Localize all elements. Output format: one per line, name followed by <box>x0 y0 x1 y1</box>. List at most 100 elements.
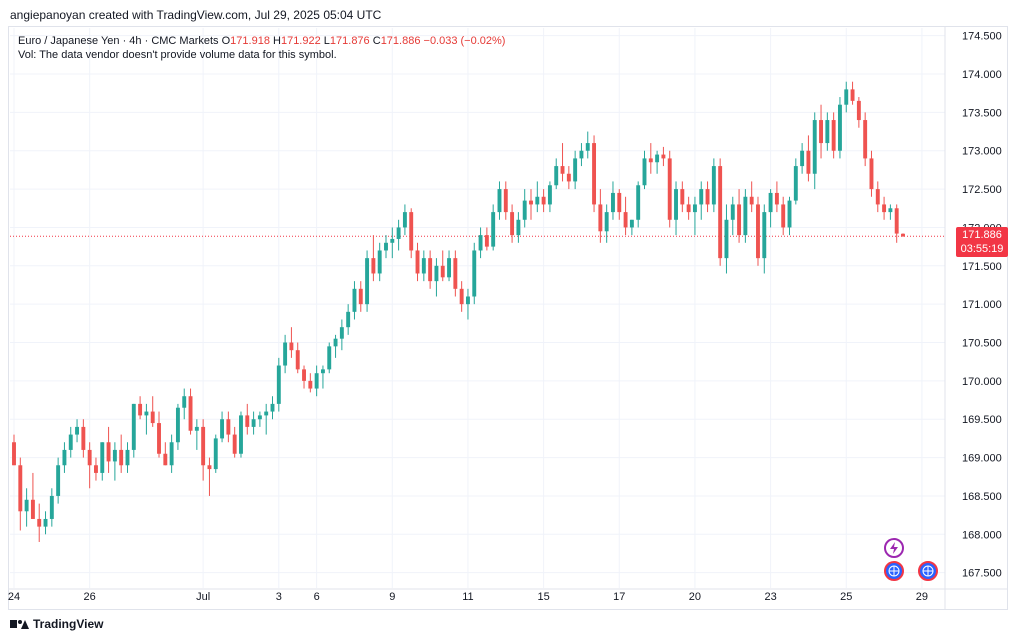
candle-body <box>812 120 817 174</box>
candle-body <box>636 185 641 220</box>
candle-body <box>793 166 798 201</box>
low-value: 171.876 <box>329 35 370 47</box>
y-tick-label: 173.500 <box>962 107 1002 119</box>
candle-body <box>239 415 243 454</box>
candle-body <box>510 212 515 236</box>
candle-body <box>573 158 578 182</box>
last-price-tag: 171.886 03:55:19 <box>956 227 1008 257</box>
candle-body <box>516 219 521 236</box>
y-tick-label: 171.000 <box>962 299 1002 311</box>
candle-body <box>320 369 325 374</box>
candle-body <box>447 258 451 278</box>
y-tick-label: 170.500 <box>962 338 1002 350</box>
candle-body <box>894 208 899 234</box>
close-label: C <box>372 35 381 47</box>
x-tick-label: 9 <box>389 591 395 603</box>
x-tick-label: 11 <box>462 591 473 603</box>
low-label: L <box>323 35 330 47</box>
candle-body <box>62 449 67 466</box>
candle-body <box>314 373 319 389</box>
candle-body <box>283 342 288 366</box>
candle-body <box>150 411 155 424</box>
y-tick-label: 174.500 <box>962 31 1002 43</box>
candle-body <box>674 189 678 220</box>
candle-body <box>207 465 212 470</box>
high-label: H <box>273 35 281 47</box>
candle-body <box>409 212 414 251</box>
candle-body <box>327 346 332 370</box>
candle-body <box>333 338 338 347</box>
candle-body <box>37 518 42 527</box>
candle-body <box>453 258 458 289</box>
candle-body <box>119 449 124 466</box>
footer-brand[interactable]: TradingView <box>10 617 103 631</box>
candle-body <box>339 327 344 339</box>
y-tick-label: 169.500 <box>962 414 1002 426</box>
x-tick-label: 26 <box>84 591 96 603</box>
candle-body <box>396 227 401 239</box>
chart-frame <box>8 26 1008 610</box>
candle-body <box>226 419 231 435</box>
candle-body <box>201 426 206 466</box>
candle-body <box>43 518 48 527</box>
candle-body <box>402 212 407 228</box>
candle-body <box>800 150 805 167</box>
lightning-icon[interactable] <box>884 538 904 558</box>
candle-body <box>106 442 111 462</box>
candle-body <box>112 449 117 462</box>
candle-body <box>365 258 370 305</box>
candle-body <box>94 465 98 473</box>
x-tick-label: 15 <box>537 591 549 603</box>
candle-body <box>806 150 811 174</box>
candle-body <box>655 154 660 163</box>
candle-body <box>592 143 597 205</box>
last-price-value: 171.886 <box>962 229 1002 241</box>
candle-body <box>157 423 161 454</box>
candle-body <box>774 192 779 205</box>
y-tick-label: 167.500 <box>962 568 1002 580</box>
candle-body <box>869 158 874 190</box>
candle-body <box>585 143 590 151</box>
close-value: 171.886 <box>380 35 421 47</box>
candle-body <box>529 200 533 205</box>
globe-icon[interactable] <box>884 561 904 581</box>
candle-body <box>497 189 502 213</box>
candle-body <box>850 89 855 101</box>
candle-body <box>68 434 73 450</box>
open-value: 171.918 <box>230 35 270 47</box>
candle-body <box>352 288 357 312</box>
candle-body <box>182 396 187 408</box>
candle-body <box>642 158 647 186</box>
candle-body <box>100 442 105 473</box>
candle-body <box>251 419 256 427</box>
y-tick-label: 168.000 <box>962 529 1002 541</box>
candle-body <box>270 403 275 412</box>
bar-countdown: 03:55:19 <box>960 243 1004 255</box>
candle-body <box>730 204 735 220</box>
y-tick-label: 169.000 <box>962 453 1002 465</box>
x-tick-label: 6 <box>314 591 320 603</box>
globe-icon[interactable] <box>918 561 938 581</box>
candle-body <box>194 426 199 431</box>
candle-body <box>175 407 180 443</box>
candle-body <box>661 154 666 159</box>
candle-body <box>245 415 250 427</box>
candle-body <box>762 212 767 259</box>
candle-body <box>257 415 262 420</box>
candle-body <box>768 192 773 213</box>
candle-body <box>87 449 92 466</box>
candle-body <box>276 365 281 404</box>
candle-body <box>825 120 830 144</box>
candle-body <box>686 204 691 213</box>
candle-body <box>264 411 269 416</box>
candle-body <box>434 265 439 282</box>
candle-body <box>377 250 382 274</box>
chart-legend: Euro / Japanese Yen · 4h · CMC Markets O… <box>18 33 505 49</box>
candle-body <box>384 242 388 251</box>
candle-body <box>541 196 546 205</box>
candle-body <box>440 265 445 278</box>
candle-body <box>547 185 552 205</box>
x-tick-label: 23 <box>764 591 776 603</box>
candle-body <box>629 219 634 228</box>
